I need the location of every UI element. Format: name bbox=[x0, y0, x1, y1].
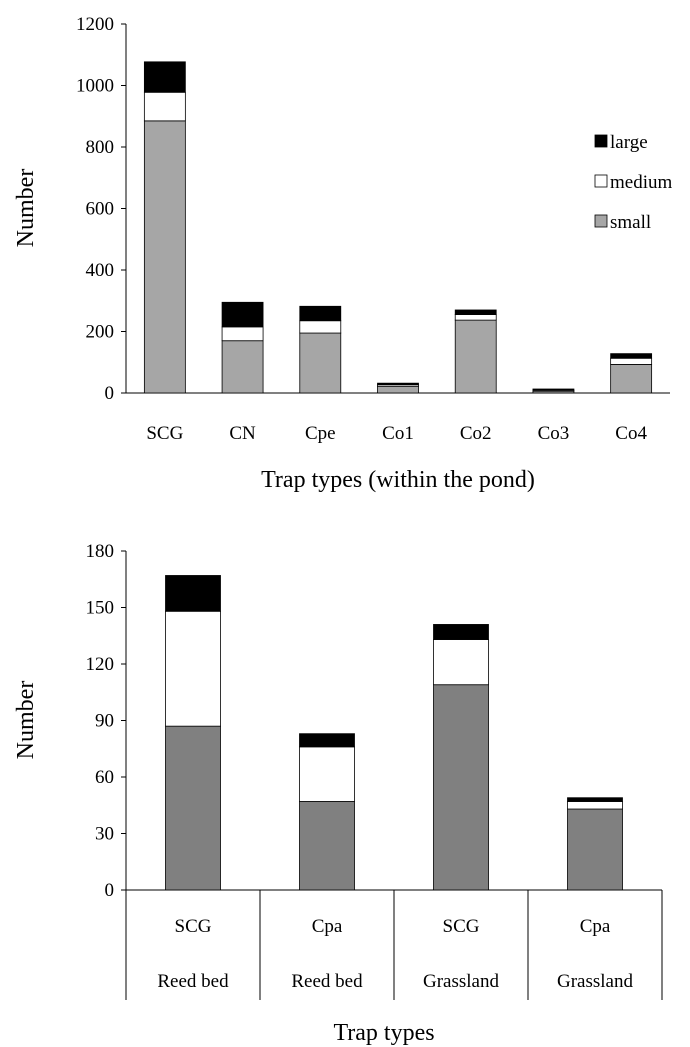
y-tick-label: 60 bbox=[95, 767, 114, 788]
bar-segment-0-scg-grassland bbox=[433, 684, 489, 891]
bar-segment-medium-scg bbox=[143, 91, 186, 122]
bar-segment-0-cpa-reed-bed bbox=[299, 801, 355, 891]
legend-swatch-medium bbox=[594, 174, 608, 188]
bar-segment-small-co2 bbox=[454, 319, 497, 394]
y-axis-title: Number bbox=[13, 169, 39, 248]
y-tick-label: 90 bbox=[95, 711, 114, 732]
bar-segment-large-co4 bbox=[610, 353, 653, 359]
bar-segment-0-cpa-grassland bbox=[567, 808, 623, 891]
x-tick-label-trap: SCG bbox=[443, 916, 480, 937]
x-axis-title: Trap types (within the pond) bbox=[261, 467, 535, 493]
x-tick-label: SCG bbox=[146, 423, 183, 444]
y-tick-label: 1200 bbox=[76, 14, 114, 35]
bar-segment-1-cpa-reed-bed bbox=[299, 746, 355, 802]
legend-label-medium: medium bbox=[610, 172, 672, 193]
legend-swatch-large bbox=[594, 134, 608, 148]
x-tick-label: Co1 bbox=[382, 423, 414, 444]
bar-segment-small-cn bbox=[221, 340, 264, 394]
bar-segment-0-scg-reed-bed bbox=[165, 725, 221, 891]
bar-segment-1-scg-reed-bed bbox=[165, 610, 221, 727]
y-tick-label: 30 bbox=[95, 824, 114, 845]
x-tick-label: Co4 bbox=[615, 423, 647, 444]
y-axis-title: Number bbox=[13, 681, 39, 760]
bar-segment-small-scg bbox=[143, 120, 186, 394]
bar-segment-large-co2 bbox=[454, 309, 497, 315]
legend-label-small: small bbox=[610, 212, 651, 233]
legend-label-large: large bbox=[610, 132, 648, 153]
x-tick-label: Co3 bbox=[538, 423, 570, 444]
y-tick-label: 120 bbox=[86, 654, 115, 675]
bar-segment-small-cpe bbox=[299, 332, 342, 394]
x-tick-label-habitat: Grassland bbox=[423, 971, 499, 992]
y-tick-label: 600 bbox=[86, 199, 115, 220]
y-tick-label: 0 bbox=[105, 880, 115, 901]
x-tick-label-trap: Cpa bbox=[580, 916, 611, 937]
bar-segment-1-scg-grassland bbox=[433, 639, 489, 686]
y-tick-label: 0 bbox=[105, 383, 115, 404]
bar-segment-2-cpa-reed-bed bbox=[299, 733, 355, 748]
y-tick-label: 1000 bbox=[76, 76, 114, 97]
y-tick-label: 200 bbox=[86, 322, 115, 343]
x-tick-label: Co2 bbox=[460, 423, 492, 444]
y-tick-label: 180 bbox=[86, 541, 115, 562]
x-tick-label-habitat: Reed bed bbox=[157, 971, 229, 992]
x-tick-label: Cpe bbox=[305, 423, 336, 444]
bar-segment-large-scg bbox=[143, 61, 186, 93]
chart-trap-types-within-pond: 0 200 400 600 800 1000 1200 SCG CN Cpe Co1 Co2 Co3 Co… bbox=[13, 14, 672, 493]
x-axis-title: Trap types bbox=[333, 1020, 434, 1046]
chart-trap-types: 0 30 60 90 120 150 180 SCG Reed bed Cpa Reed bed SC… bbox=[13, 541, 663, 1046]
bar-segment-medium-co2 bbox=[454, 314, 497, 321]
bar-segment-medium-cpe bbox=[299, 320, 342, 334]
x-tick-label-trap: Cpa bbox=[312, 916, 343, 937]
bar-segment-2-cpa-grassland bbox=[567, 797, 623, 802]
x-tick-label-habitat: Reed bed bbox=[291, 971, 363, 992]
bar-segment-large-cpe bbox=[299, 305, 342, 322]
bar-segment-large-co3 bbox=[532, 388, 575, 391]
bar-segment-medium-co4 bbox=[610, 357, 653, 365]
bar-segment-medium-cn bbox=[221, 326, 264, 342]
y-tick-label: 400 bbox=[86, 260, 115, 281]
y-tick-label: 800 bbox=[86, 137, 115, 158]
x-tick-label: CN bbox=[229, 423, 256, 444]
bar-segment-large-co1 bbox=[377, 382, 419, 386]
y-tick-label: 150 bbox=[86, 598, 115, 619]
x-tick-label-trap: SCG bbox=[175, 916, 212, 937]
bar-segment-2-scg-reed-bed bbox=[165, 575, 221, 612]
legend-swatch-small bbox=[594, 214, 608, 228]
bar-segment-small-co1 bbox=[377, 385, 419, 394]
x-tick-label-habitat: Grassland bbox=[557, 971, 633, 992]
bar-segment-small-co4 bbox=[610, 364, 653, 394]
bar-segment-2-scg-grassland bbox=[433, 624, 489, 640]
bar-segment-large-cn bbox=[221, 301, 264, 328]
bar-segment-1-cpa-grassland bbox=[567, 801, 623, 810]
